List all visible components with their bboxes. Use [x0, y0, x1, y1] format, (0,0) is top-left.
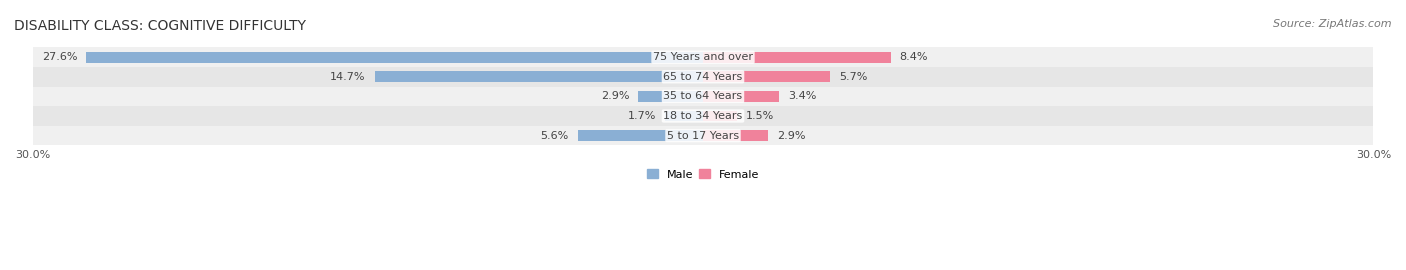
Text: 65 to 74 Years: 65 to 74 Years: [664, 72, 742, 82]
Text: 1.5%: 1.5%: [745, 111, 773, 121]
Text: 75 Years and over: 75 Years and over: [652, 52, 754, 62]
Bar: [32, 67, 1374, 87]
Bar: [32, 126, 1374, 146]
Bar: [703, 130, 768, 141]
Text: 3.4%: 3.4%: [787, 92, 817, 102]
Text: 5.6%: 5.6%: [541, 131, 569, 141]
Legend: Male, Female: Male, Female: [643, 165, 763, 184]
Text: Source: ZipAtlas.com: Source: ZipAtlas.com: [1274, 19, 1392, 29]
Text: 5 to 17 Years: 5 to 17 Years: [666, 131, 740, 141]
Bar: [32, 48, 1374, 67]
Text: 18 to 34 Years: 18 to 34 Years: [664, 111, 742, 121]
Text: 27.6%: 27.6%: [42, 52, 77, 62]
Text: 5.7%: 5.7%: [839, 72, 868, 82]
Text: 8.4%: 8.4%: [900, 52, 928, 62]
Bar: [665, 111, 703, 122]
Bar: [374, 71, 703, 82]
Text: 35 to 64 Years: 35 to 64 Years: [664, 92, 742, 102]
Bar: [703, 52, 891, 63]
Bar: [86, 52, 703, 63]
Bar: [703, 111, 737, 122]
Bar: [703, 71, 831, 82]
Text: 2.9%: 2.9%: [600, 92, 630, 102]
Text: 1.7%: 1.7%: [627, 111, 657, 121]
Text: 14.7%: 14.7%: [330, 72, 366, 82]
Text: 2.9%: 2.9%: [776, 131, 806, 141]
Bar: [638, 91, 703, 102]
Bar: [578, 130, 703, 141]
Text: DISABILITY CLASS: COGNITIVE DIFFICULTY: DISABILITY CLASS: COGNITIVE DIFFICULTY: [14, 19, 307, 33]
Bar: [32, 106, 1374, 126]
Bar: [32, 87, 1374, 106]
Bar: [703, 91, 779, 102]
